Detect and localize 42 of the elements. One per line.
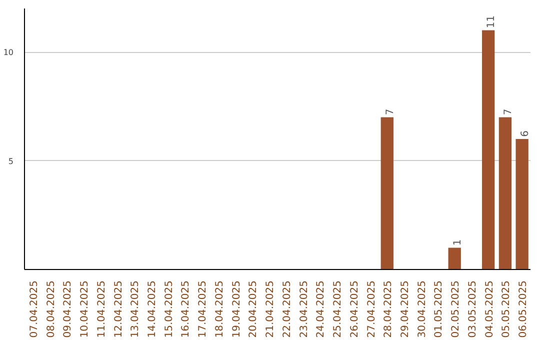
- x-tick-label: 08.04.2025: [46, 280, 57, 338]
- bar: [380, 117, 394, 270]
- x-tick-label: 30.04.2025: [416, 280, 428, 338]
- x-tick-label: 25.04.2025: [332, 280, 344, 338]
- x-tick-label: 06.05.2025: [518, 280, 530, 338]
- x-tick-label: 15.04.2025: [164, 280, 175, 338]
- x-tick-label: 14.04.2025: [147, 280, 158, 338]
- x-tick-label: 17.04.2025: [198, 280, 209, 338]
- data-label: 7: [502, 108, 514, 116]
- x-tick-label: 20.04.2025: [248, 280, 260, 338]
- x-tick-label: 09.04.2025: [62, 280, 74, 338]
- bar: [498, 117, 512, 270]
- x-tick-label: 13.04.2025: [130, 280, 142, 338]
- data-label: 11: [486, 15, 498, 28]
- x-tick-label: 23.04.2025: [298, 280, 310, 338]
- data-label: 6: [520, 130, 531, 137]
- x-tick-label: 28.04.2025: [383, 280, 394, 338]
- x-tick-label: 02.05.2025: [450, 280, 462, 338]
- x-tick-label: 22.04.2025: [282, 280, 293, 338]
- x-tick-label: 12.04.2025: [113, 280, 124, 338]
- x-tick-label: 10.04.2025: [80, 280, 91, 338]
- data-label: 1: [452, 239, 464, 246]
- x-tick-label: 24.04.2025: [316, 280, 327, 338]
- x-tick-label: 27.04.2025: [366, 280, 378, 338]
- x-tick-label: 18.04.2025: [214, 280, 226, 338]
- x-tick-label: 01.05.2025: [434, 280, 445, 338]
- x-tick-label: 16.04.2025: [180, 280, 192, 338]
- x-tick-label: 29.04.2025: [400, 280, 411, 338]
- x-tick-label: 07.04.2025: [28, 280, 40, 338]
- x-tick-label: 19.04.2025: [231, 280, 242, 338]
- bar: [516, 139, 528, 270]
- data-label: 7: [384, 108, 396, 116]
- x-tick-label: 05.05.2025: [501, 280, 512, 338]
- y-tick-label: 5: [8, 156, 14, 166]
- x-tick-label: 21.04.2025: [265, 280, 276, 338]
- bar: [482, 30, 495, 270]
- x-tick-label: 11.04.2025: [96, 280, 108, 338]
- x-tick-label: 03.05.2025: [467, 280, 478, 338]
- bar: [448, 248, 461, 270]
- x-tick-label: 04.05.2025: [484, 280, 496, 338]
- x-tick-label: 26.04.2025: [349, 280, 360, 338]
- y-tick-label: 10: [3, 48, 14, 57]
